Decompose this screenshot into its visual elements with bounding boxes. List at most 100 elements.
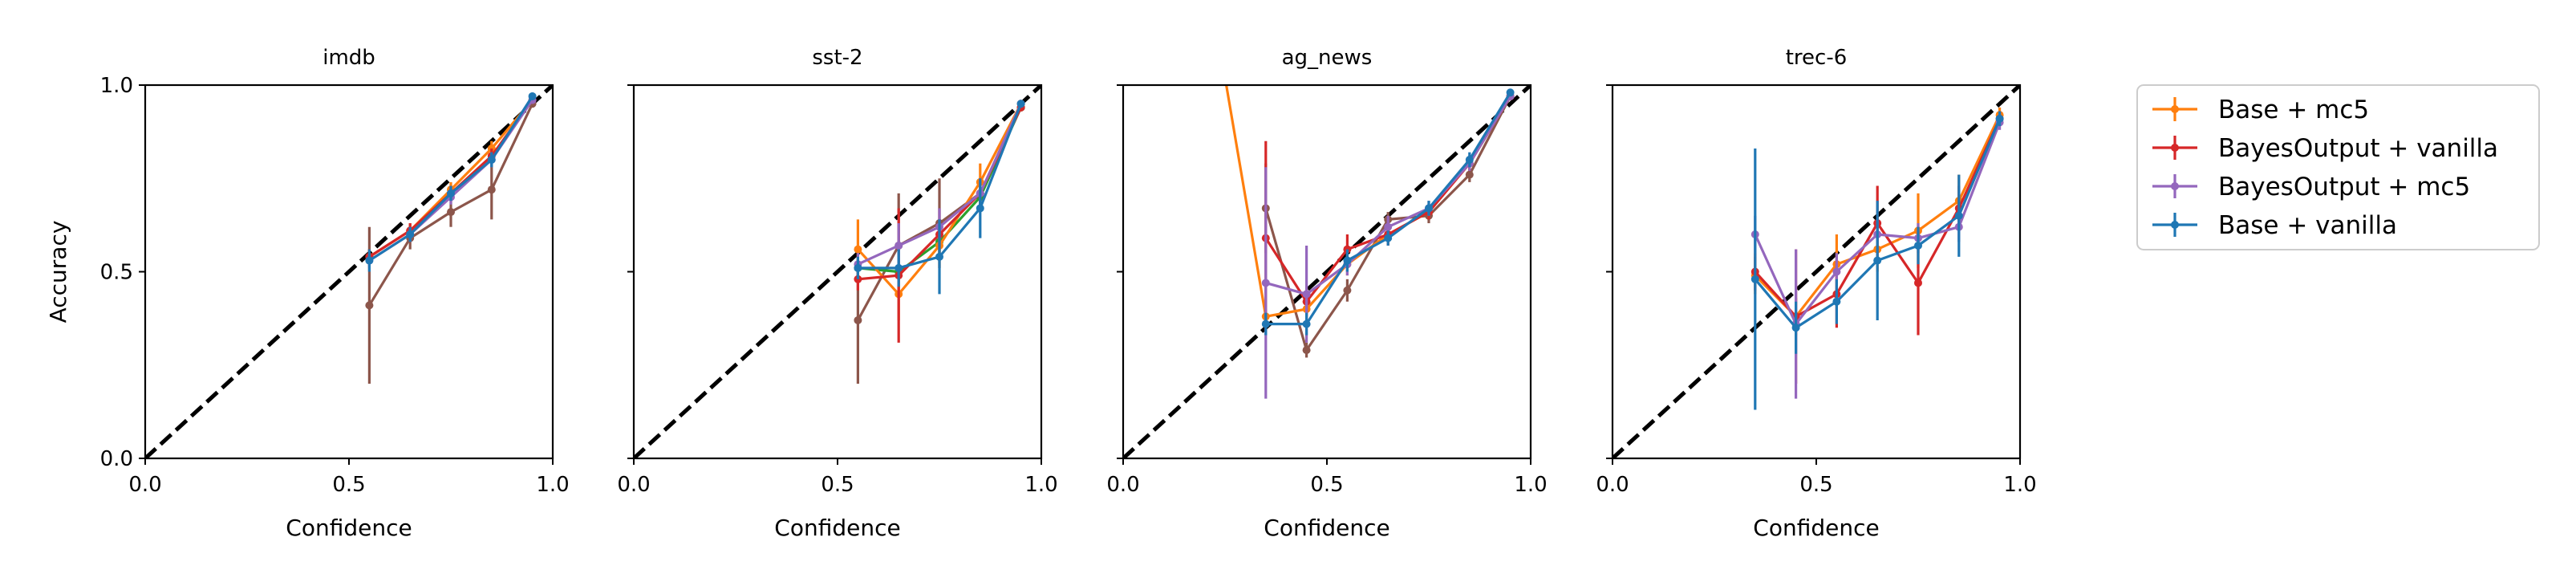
- subplot-sst-2: 0.0 0.5 1.0 sst-2 Confidence: [617, 46, 1057, 541]
- data-point: [895, 241, 903, 250]
- data-point: [1873, 256, 1882, 265]
- data-point: [1016, 100, 1025, 108]
- legend: Base + mc5 BayesOutput + vanilla BayesOutp…: [2136, 84, 2540, 250]
- data-point: [854, 245, 862, 254]
- axes-frame: [144, 83, 554, 460]
- legend-entry: BayesOutput + vanilla: [2152, 134, 2498, 163]
- series-line: [1265, 96, 1511, 295]
- data-point: [1261, 319, 1270, 328]
- perfect-calibration-line: [145, 85, 553, 458]
- x-tick-label: 0.0: [617, 473, 650, 497]
- legend-label: Base + mc5: [2218, 96, 2369, 124]
- y-tick-label: 1.0: [100, 74, 133, 98]
- data-point: [1954, 211, 1963, 220]
- data-point: [1425, 204, 1433, 213]
- legend-label: BayesOutput + vanilla: [2218, 134, 2498, 163]
- data-point: [1302, 290, 1311, 299]
- y-axis-label: Accuracy: [45, 221, 71, 324]
- data-point: [935, 252, 943, 261]
- series-Base + vanilla: [1261, 88, 1515, 336]
- series-Base + vanilla: [854, 100, 1025, 295]
- x-tick-label: 1.0: [1024, 473, 1057, 497]
- x-tick-label: 0.5: [1799, 473, 1832, 497]
- data-point: [1832, 267, 1841, 276]
- subplot-title: sst-2: [812, 46, 862, 70]
- data-point: [976, 204, 984, 213]
- data-point: [1465, 156, 1474, 164]
- data-point: [365, 301, 374, 310]
- data-point: [1914, 241, 1922, 250]
- data-point: [1302, 346, 1311, 355]
- data-point: [1221, 74, 1229, 82]
- series-Base + vanilla: [365, 92, 537, 272]
- perfect-calibration-line: [634, 85, 1041, 458]
- data-point: [1384, 222, 1393, 231]
- legend-label: Base + vanilla: [2218, 211, 2397, 240]
- data-point: [1750, 275, 1759, 283]
- data-point: [365, 256, 374, 265]
- subplot-title: imdb: [323, 46, 375, 70]
- subplot-imdb: 0.0 0.5 1.0 0.0 0.5 1.0 imdb Confidence Accuracy: [45, 46, 570, 541]
- x-axis-label: Confidence: [1753, 515, 1879, 541]
- series-line: [1265, 92, 1511, 326]
- subplot-ag_news: 0.0 0.5 1.0 ag_news Confidence: [1106, 46, 1547, 541]
- x-tick-label: 0.0: [1106, 473, 1139, 497]
- perfect-calibration-line: [1123, 85, 1531, 458]
- data-point: [895, 263, 903, 272]
- data-point: [528, 92, 537, 100]
- data-point: [1465, 170, 1474, 179]
- data-point: [1302, 319, 1311, 328]
- axes-frame: [1122, 83, 1532, 460]
- legend-entry: BayesOutput + mc5: [2152, 173, 2470, 201]
- subplot-title: ag_news: [1282, 46, 1373, 70]
- data-point: [1343, 256, 1352, 265]
- x-axis-label: Confidence: [286, 515, 412, 541]
- data-point: [1791, 324, 1800, 332]
- y-tick-label: 0.5: [100, 261, 133, 285]
- series-line: [1264, 96, 1511, 303]
- series-line: [368, 96, 533, 262]
- x-tick-label: 0.0: [128, 473, 161, 497]
- data-point: [854, 263, 862, 272]
- subplot-trec-6: 0.0 0.5 1.0 trec-6 Confidence: [1596, 46, 2036, 541]
- data-point: [1995, 114, 2004, 123]
- series-Base + mc5: [365, 96, 537, 265]
- data-point: [1384, 234, 1393, 242]
- data-point: [447, 208, 455, 217]
- x-tick-label: 0.5: [821, 473, 854, 497]
- series-Base + vanilla: [1750, 111, 2004, 410]
- data-point: [1832, 297, 1841, 306]
- legend-label: BayesOutput + mc5: [2218, 173, 2470, 201]
- x-axis-label: Confidence: [774, 515, 900, 541]
- data-point: [447, 189, 455, 197]
- series-BayesOutput + vanilla: [365, 96, 537, 265]
- data-point: [854, 315, 862, 324]
- legend-entry: Base + vanilla: [2152, 211, 2397, 240]
- data-point: [1506, 88, 1515, 97]
- x-tick-label: 0.0: [1596, 473, 1629, 497]
- perfect-calibration-line: [1613, 85, 2020, 458]
- x-tick-label: 1.0: [2003, 473, 2036, 497]
- x-tick-label: 1.0: [1514, 473, 1547, 497]
- legend-swatch-marker: [2171, 182, 2179, 190]
- axes-frame: [632, 83, 1043, 460]
- data-point: [406, 230, 415, 238]
- subplot-title: trec-6: [1786, 46, 1848, 70]
- x-tick-label: 1.0: [536, 473, 569, 497]
- data-point: [1261, 279, 1270, 287]
- x-tick-label: 0.5: [332, 473, 365, 497]
- legend-swatch-marker: [2171, 144, 2179, 152]
- legend-frame: [2136, 84, 2540, 250]
- data-point: [1343, 286, 1352, 295]
- legend-swatch-marker: [2171, 221, 2179, 229]
- x-tick-label: 0.5: [1310, 473, 1343, 497]
- data-point: [487, 156, 496, 164]
- axes-frame: [1611, 83, 2022, 460]
- data-point: [1914, 279, 1922, 287]
- x-axis-label: Confidence: [1264, 515, 1389, 541]
- data-point: [487, 185, 496, 194]
- legend-entry: Base + mc5: [2152, 96, 2369, 124]
- legend-swatch-marker: [2171, 105, 2179, 113]
- y-tick-label: 0.0: [100, 447, 133, 471]
